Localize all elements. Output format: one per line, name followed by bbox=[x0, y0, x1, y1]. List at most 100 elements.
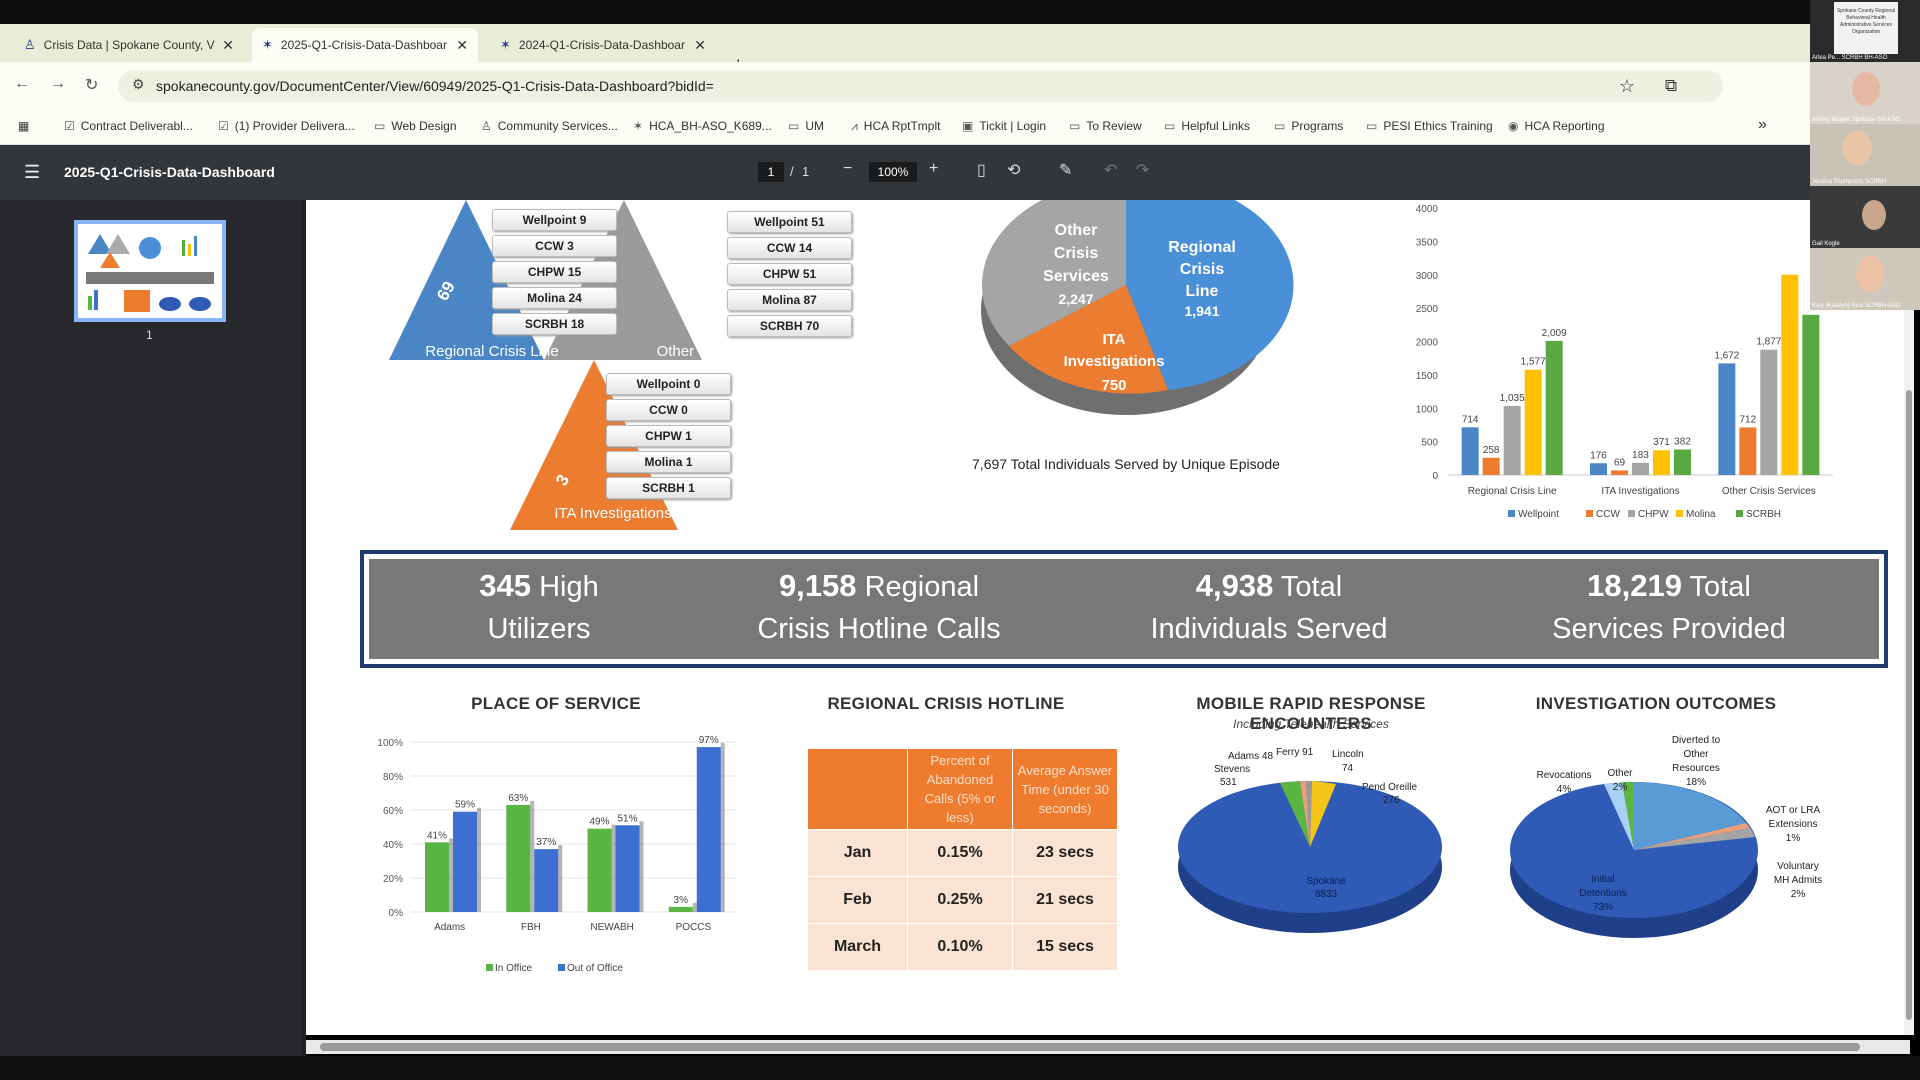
legend-label: Wellpoint bbox=[1518, 509, 1559, 520]
participant-name: Arlea Pe... SCRBH BH-ASO bbox=[1812, 55, 1888, 61]
bookmark-label: HCA Reporting bbox=[1524, 119, 1605, 133]
scroll-thumb[interactable] bbox=[320, 1043, 1860, 1051]
bar bbox=[1482, 457, 1500, 475]
pyramid-item: CHPW 1 bbox=[606, 425, 731, 447]
pyramid-item: Wellpoint 9 bbox=[492, 209, 617, 231]
tab-2024-dashboard[interactable]: ✶ 2024-Q1-Crisis-Data-Dashboar ✕ bbox=[490, 28, 716, 62]
y-tick-label: 1500 bbox=[1416, 371, 1439, 382]
bar bbox=[534, 849, 559, 912]
y-tick-label: 100% bbox=[377, 738, 403, 749]
pie-label: Investigations bbox=[1064, 353, 1165, 370]
back-icon[interactable]: ← bbox=[14, 75, 30, 92]
pie-label: 2% bbox=[1613, 782, 1628, 793]
more-bookmarks-icon[interactable]: » bbox=[1758, 116, 1767, 133]
y-tick-label: 40% bbox=[383, 840, 403, 851]
bookmark-item[interactable]: ▭ Programs bbox=[1274, 119, 1343, 133]
participant-tile[interactable]: Spokane County Regional Behavioral Healt… bbox=[1810, 0, 1920, 62]
participant-tile[interactable]: Ashley Magee Spokane BH-ASO bbox=[1810, 62, 1920, 124]
stat-high-utilizers: 345 High Utilizers bbox=[389, 565, 689, 650]
pie-label: Other bbox=[1055, 222, 1098, 239]
y-tick-label: 0% bbox=[389, 908, 404, 919]
bar-shadow bbox=[558, 845, 563, 912]
participant-name: Katy (Katelyn) Rice SCRBH-ASO bbox=[1812, 303, 1901, 309]
participant-tile[interactable]: Gail Kogle bbox=[1810, 186, 1920, 248]
bar bbox=[1632, 462, 1649, 475]
bookmark-item[interactable]: ▭ Helpful Links bbox=[1164, 119, 1250, 133]
zoom-input[interactable]: 100% bbox=[869, 162, 917, 182]
bar bbox=[1611, 470, 1628, 475]
bookmark-item[interactable]: ▭ UM bbox=[788, 119, 824, 133]
pie-label: 73% bbox=[1593, 902, 1613, 913]
hotline-header: Average Answer Time (under 30 seconds) bbox=[1012, 748, 1118, 830]
bookmark-label: Community Services... bbox=[497, 119, 618, 133]
hotline-time: 21 secs bbox=[1012, 876, 1118, 924]
site-info-icon[interactable]: ⚙ bbox=[132, 76, 145, 92]
stat-number: 4,938 bbox=[1195, 568, 1274, 603]
close-tab-icon[interactable]: ✕ bbox=[222, 36, 234, 53]
pie-label: Line bbox=[1186, 283, 1219, 300]
pyramid-item: CHPW 51 bbox=[727, 263, 852, 285]
pie-slice-aot bbox=[1634, 823, 1750, 850]
close-tab-icon[interactable]: ✕ bbox=[456, 36, 468, 53]
bookmark-item[interactable]: ♙ Community Services... bbox=[481, 119, 618, 133]
url-field[interactable]: ⚙ spokanecounty.gov/DocumentCenter/View/… bbox=[118, 70, 1723, 102]
legend-swatch bbox=[1586, 510, 1593, 517]
redo-icon[interactable]: ↷ bbox=[1136, 162, 1150, 179]
hotline-month: Feb bbox=[807, 876, 908, 924]
tab-2025-dashboard[interactable]: ✶ 2025-Q1-Crisis-Data-Dashboar ✕ bbox=[252, 28, 478, 62]
bookmark-item[interactable]: ⩘ HCA RptTmplt bbox=[851, 119, 940, 134]
pie-label: 4% bbox=[1557, 784, 1572, 795]
participant-tile[interactable]: Katy (Katelyn) Rice SCRBH-ASO bbox=[1810, 248, 1920, 310]
pie-caption: 7,697 Total Individuals Served by Unique… bbox=[972, 456, 1280, 472]
bookmark-item[interactable]: ▣ Tickit | Login bbox=[962, 119, 1046, 133]
pie-slice-voluntary bbox=[1634, 828, 1755, 850]
zoom-in-icon[interactable]: + bbox=[929, 160, 939, 177]
annotate-icon[interactable]: ✎ bbox=[1059, 162, 1073, 179]
pdf-toolbar: ☰ 2025-Q1-Crisis-Data-Dashboard 1 / 1 − … bbox=[0, 145, 1810, 200]
page-number-input[interactable]: 1 bbox=[758, 162, 784, 182]
apps-grid-icon[interactable]: ▦ bbox=[18, 119, 30, 133]
bookmark-item[interactable]: ◉ HCA Reporting bbox=[1508, 119, 1605, 133]
folder-icon: ▭ bbox=[1069, 119, 1081, 133]
forward-icon[interactable]: → bbox=[50, 75, 66, 92]
participant-tile[interactable]: Jessica Thompson, SCRBH bbox=[1810, 124, 1920, 186]
bookmark-item[interactable]: ✶ HCA_BH-ASO_K689... bbox=[633, 119, 772, 133]
bookmark-item[interactable]: ▭ Web Design bbox=[374, 119, 457, 133]
bookmark-item[interactable]: ▭ To Review bbox=[1069, 119, 1142, 133]
menu-icon[interactable]: ☰ bbox=[24, 162, 41, 182]
bookmarks-bar: ▦ ☑ Contract Deliverabl... ☑ (1) Provider … bbox=[0, 110, 1810, 145]
close-tab-icon[interactable]: ✕ bbox=[694, 36, 706, 53]
tab-crisis-data[interactable]: ♙ Crisis Data | Spokane County, V ✕ bbox=[14, 28, 244, 62]
pie-slice-ferry bbox=[1300, 780, 1310, 847]
pyramid-item: SCRBH 18 bbox=[492, 313, 617, 335]
stat-individuals-served: 4,938 Total Individuals Served bbox=[1079, 565, 1459, 650]
stat-line2: Individuals Served bbox=[1150, 613, 1388, 645]
extensions-icon[interactable]: ⧉ bbox=[1664, 76, 1677, 95]
reload-icon[interactable]: ↻ bbox=[85, 77, 99, 94]
y-tick-label: 60% bbox=[383, 806, 403, 817]
pie-slice-regional bbox=[1126, 200, 1294, 390]
horizontal-scrollbar[interactable] bbox=[306, 1040, 1910, 1054]
pie-label: Pend Oreille bbox=[1362, 782, 1417, 793]
legend-label: Molina bbox=[1686, 509, 1716, 520]
bookmark-star-icon[interactable]: ☆ bbox=[1618, 76, 1635, 96]
rotate-icon[interactable]: ⟲ bbox=[1007, 162, 1021, 179]
pie-slice-other bbox=[982, 200, 1126, 346]
page-separator: / bbox=[790, 164, 794, 179]
data-label: 3% bbox=[674, 895, 689, 906]
zoom-out-icon[interactable]: − bbox=[843, 160, 853, 177]
legend-swatch bbox=[1676, 510, 1683, 517]
hca-icon: ✶ bbox=[633, 119, 644, 133]
pie-label: Detentions bbox=[1579, 888, 1627, 899]
bookmark-item[interactable]: ▭ PESI Ethics Training bbox=[1366, 119, 1493, 133]
page-thumbnail[interactable] bbox=[74, 220, 226, 322]
vertical-scrollbar[interactable] bbox=[1904, 200, 1914, 1035]
undo-icon[interactable]: ↶ bbox=[1104, 162, 1118, 179]
investigation-pie-chart: Diverted to Other Resources 18% Revocati… bbox=[1510, 735, 1822, 938]
bookmark-item[interactable]: ☑ Contract Deliverabl... bbox=[64, 119, 193, 133]
pie-label: 276 bbox=[1383, 795, 1400, 806]
fit-page-icon[interactable]: ▯ bbox=[977, 162, 986, 179]
scroll-thumb[interactable] bbox=[1906, 390, 1912, 1020]
bookmark-item[interactable]: ☑ (1) Provider Delivera... bbox=[218, 119, 355, 133]
stats-inner: 345 High Utilizers 9,158 Regional Crisis… bbox=[369, 559, 1879, 659]
